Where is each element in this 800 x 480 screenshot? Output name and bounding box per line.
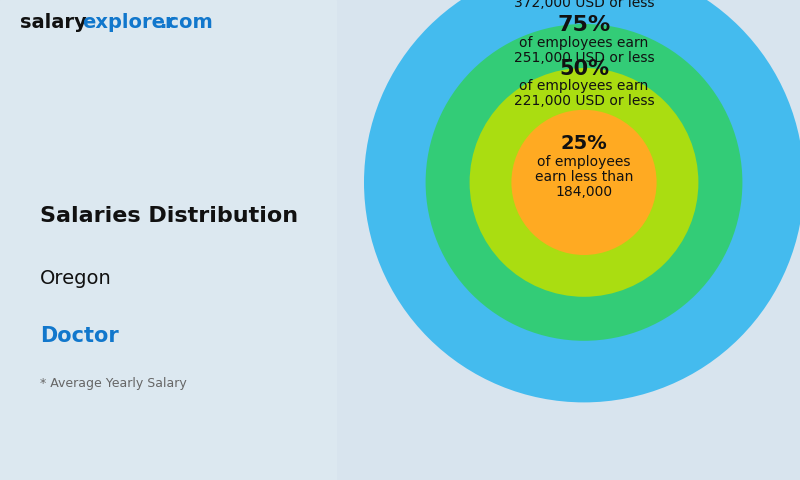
Text: Oregon: Oregon <box>40 269 112 288</box>
Text: 50%: 50% <box>559 59 609 79</box>
Text: of employees earn: of employees earn <box>519 36 649 50</box>
Text: of employees: of employees <box>538 155 630 168</box>
Text: earn less than: earn less than <box>535 169 633 183</box>
Bar <box>0 0 336 480</box>
Text: Salaries Distribution: Salaries Distribution <box>40 206 298 226</box>
Text: Doctor: Doctor <box>40 326 118 346</box>
Text: explorer: explorer <box>82 12 174 32</box>
Circle shape <box>364 0 800 402</box>
Circle shape <box>426 24 742 341</box>
Text: 221,000 USD or less: 221,000 USD or less <box>514 94 654 108</box>
Text: 251,000 USD or less: 251,000 USD or less <box>514 51 654 65</box>
Text: 25%: 25% <box>561 134 607 153</box>
Text: of employees earn: of employees earn <box>519 79 649 93</box>
Circle shape <box>470 68 698 297</box>
Text: 184,000: 184,000 <box>555 184 613 199</box>
Circle shape <box>511 110 657 255</box>
Text: .com: .com <box>160 12 213 32</box>
Text: 372,000 USD or less: 372,000 USD or less <box>514 0 654 10</box>
Text: salary: salary <box>20 12 86 32</box>
Text: 75%: 75% <box>558 15 610 35</box>
Text: * Average Yearly Salary: * Average Yearly Salary <box>40 377 186 391</box>
